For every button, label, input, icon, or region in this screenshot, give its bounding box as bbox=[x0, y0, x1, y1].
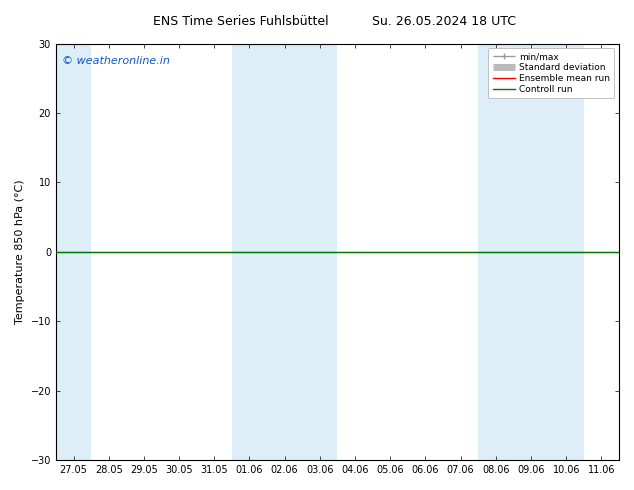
Y-axis label: Temperature 850 hPa (°C): Temperature 850 hPa (°C) bbox=[15, 179, 25, 324]
Bar bbox=[478, 44, 584, 460]
Bar bbox=[56, 44, 91, 460]
Text: Su. 26.05.2024 18 UTC: Su. 26.05.2024 18 UTC bbox=[372, 15, 516, 28]
Text: © weatheronline.in: © weatheronline.in bbox=[61, 56, 169, 66]
Legend: min/max, Standard deviation, Ensemble mean run, Controll run: min/max, Standard deviation, Ensemble me… bbox=[488, 48, 614, 98]
Text: ENS Time Series Fuhlsbüttel: ENS Time Series Fuhlsbüttel bbox=[153, 15, 329, 28]
Bar bbox=[232, 44, 337, 460]
